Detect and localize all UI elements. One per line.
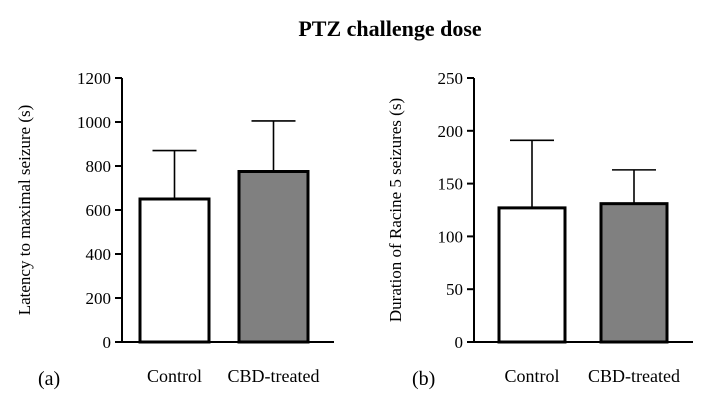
y-tick-label: 200: [86, 289, 112, 308]
bar: [237, 170, 310, 344]
figure-title: PTZ challenge dose: [298, 16, 482, 41]
bar: [497, 206, 567, 344]
bar: [599, 202, 669, 344]
y-tick-label: 800: [86, 157, 112, 176]
panel-label: (b): [412, 368, 435, 390]
y-axis-label: Latency to maximal seizure (s): [15, 105, 34, 316]
bar: [138, 197, 211, 344]
panel-a: 0 200 400 600 800 1000 1200 Control CBD-treated L…: [15, 69, 334, 390]
y-tick-label: 1200: [77, 69, 111, 88]
y-tick-label: 200: [438, 122, 464, 141]
y-axis-label: Duration of Racine 5 seizures (s): [386, 98, 405, 322]
y-tick-label: 150: [438, 175, 464, 194]
x-category-label: Control: [147, 366, 202, 386]
x-category-label: CBD-treated: [588, 366, 680, 386]
y-tick-label: 1000: [77, 113, 111, 132]
x-category-label: Control: [504, 366, 559, 386]
y-tick-label: 400: [86, 245, 112, 264]
y-tick-label: 0: [455, 333, 464, 352]
y-tick-label: 250: [438, 69, 464, 88]
panel-b: 0 50 100 150 200 250 Control CBD-treated Duratio…: [386, 69, 693, 390]
x-category-label: CBD-treated: [228, 366, 320, 386]
y-tick-label: 0: [103, 333, 112, 352]
y-tick-label: 600: [86, 201, 112, 220]
y-tick-label: 100: [438, 227, 464, 246]
panel-label: (a): [38, 368, 60, 390]
y-tick-label: 50: [446, 280, 463, 299]
